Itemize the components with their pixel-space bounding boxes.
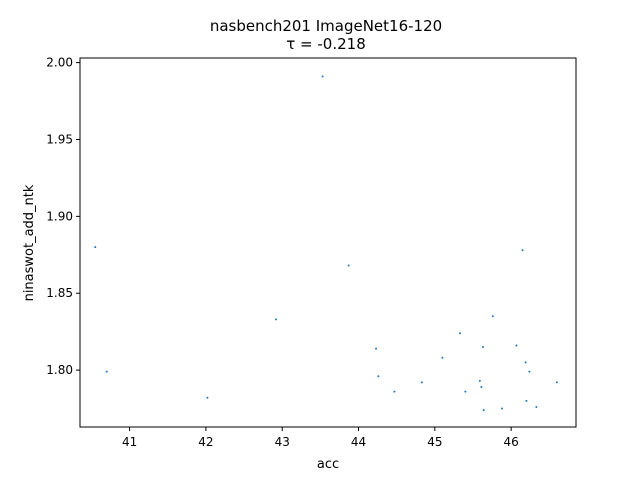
data-point: [94, 246, 97, 249]
data-point: [321, 75, 324, 78]
y-tick-label: 1.95: [46, 132, 73, 146]
x-axis: 41 42 43 44 45 46: [122, 427, 519, 449]
data-point: [521, 249, 524, 252]
x-tick-label: 45: [427, 435, 442, 449]
data-point: [459, 332, 462, 335]
data-point: [482, 409, 485, 412]
chart-title: nasbench201 ImageNet16-120: [210, 17, 442, 35]
y-tick-label: 1.85: [46, 286, 73, 300]
data-point: [441, 356, 444, 359]
data-point: [375, 347, 378, 350]
y-axis: 1.80 1.85 1.90 1.95 2.00: [46, 56, 80, 377]
data-point: [105, 370, 108, 373]
data-point: [420, 381, 423, 384]
y-tick-label: 1.90: [46, 209, 73, 223]
x-axis-label: acc: [317, 457, 339, 472]
x-tick-label: 46: [503, 435, 518, 449]
data-point: [478, 379, 481, 382]
data-point: [347, 264, 350, 267]
data-point: [535, 406, 538, 409]
data-point: [525, 399, 528, 402]
data-point: [206, 396, 209, 399]
x-tick-label: 44: [351, 435, 366, 449]
y-tick-label: 1.80: [46, 363, 73, 377]
data-point: [481, 346, 484, 349]
data-point: [515, 344, 518, 347]
x-tick-label: 41: [122, 435, 137, 449]
data-point: [480, 386, 483, 389]
x-tick-label: 42: [198, 435, 213, 449]
data-points: [94, 75, 558, 412]
chart-subtitle: τ = -0.218: [286, 35, 366, 53]
y-axis-label: ninaswot_add_ntk: [22, 184, 37, 301]
data-point: [393, 390, 396, 393]
data-point: [528, 370, 531, 373]
y-tick-label: 2.00: [46, 56, 73, 70]
plot-area-frame: [79, 57, 577, 428]
data-point: [464, 390, 467, 393]
data-point: [377, 375, 380, 378]
data-point: [500, 407, 503, 410]
data-point: [524, 361, 527, 364]
data-point: [275, 318, 278, 321]
x-tick-label: 43: [275, 435, 290, 449]
data-point: [555, 381, 558, 384]
data-point: [491, 315, 494, 318]
